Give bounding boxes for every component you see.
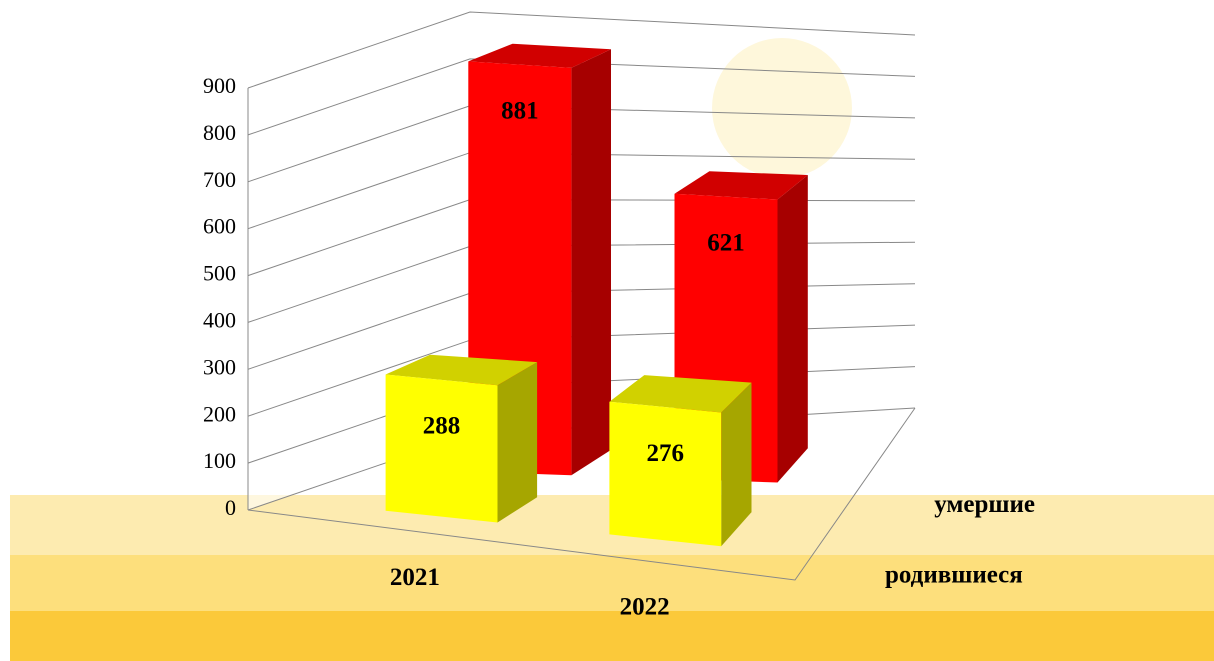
y-tick-label: 100 (203, 448, 236, 473)
y-tick-label: 300 (203, 354, 236, 379)
value-label: 881 (501, 97, 539, 124)
y-tick-label: 500 (203, 261, 236, 286)
value-label: 288 (423, 413, 461, 440)
y-tick-label: 800 (203, 120, 236, 145)
legend-label: умершие (934, 491, 1035, 518)
x-tick-label: 2021 (390, 564, 440, 591)
bar-side (498, 362, 538, 522)
y-tick-label: 200 (203, 401, 236, 426)
y-tick-label: 700 (203, 167, 236, 192)
value-label: 621 (707, 229, 745, 256)
chart: 0 100 200 300 400 500 600 700 800 900 881 621 288 27… (0, 0, 1214, 661)
y-tick-label: 900 (203, 73, 236, 98)
bar (609, 402, 721, 547)
bar-side (778, 175, 808, 483)
bar-side (571, 49, 611, 475)
legend-label: родившиеся (885, 562, 1023, 589)
value-label: 276 (647, 440, 685, 467)
y-tick-label: 400 (203, 307, 236, 332)
x-tick-label: 2022 (620, 593, 670, 620)
y-tick-label: 600 (203, 214, 236, 239)
bar (386, 375, 498, 523)
y-tick-label: 0 (225, 495, 236, 520)
